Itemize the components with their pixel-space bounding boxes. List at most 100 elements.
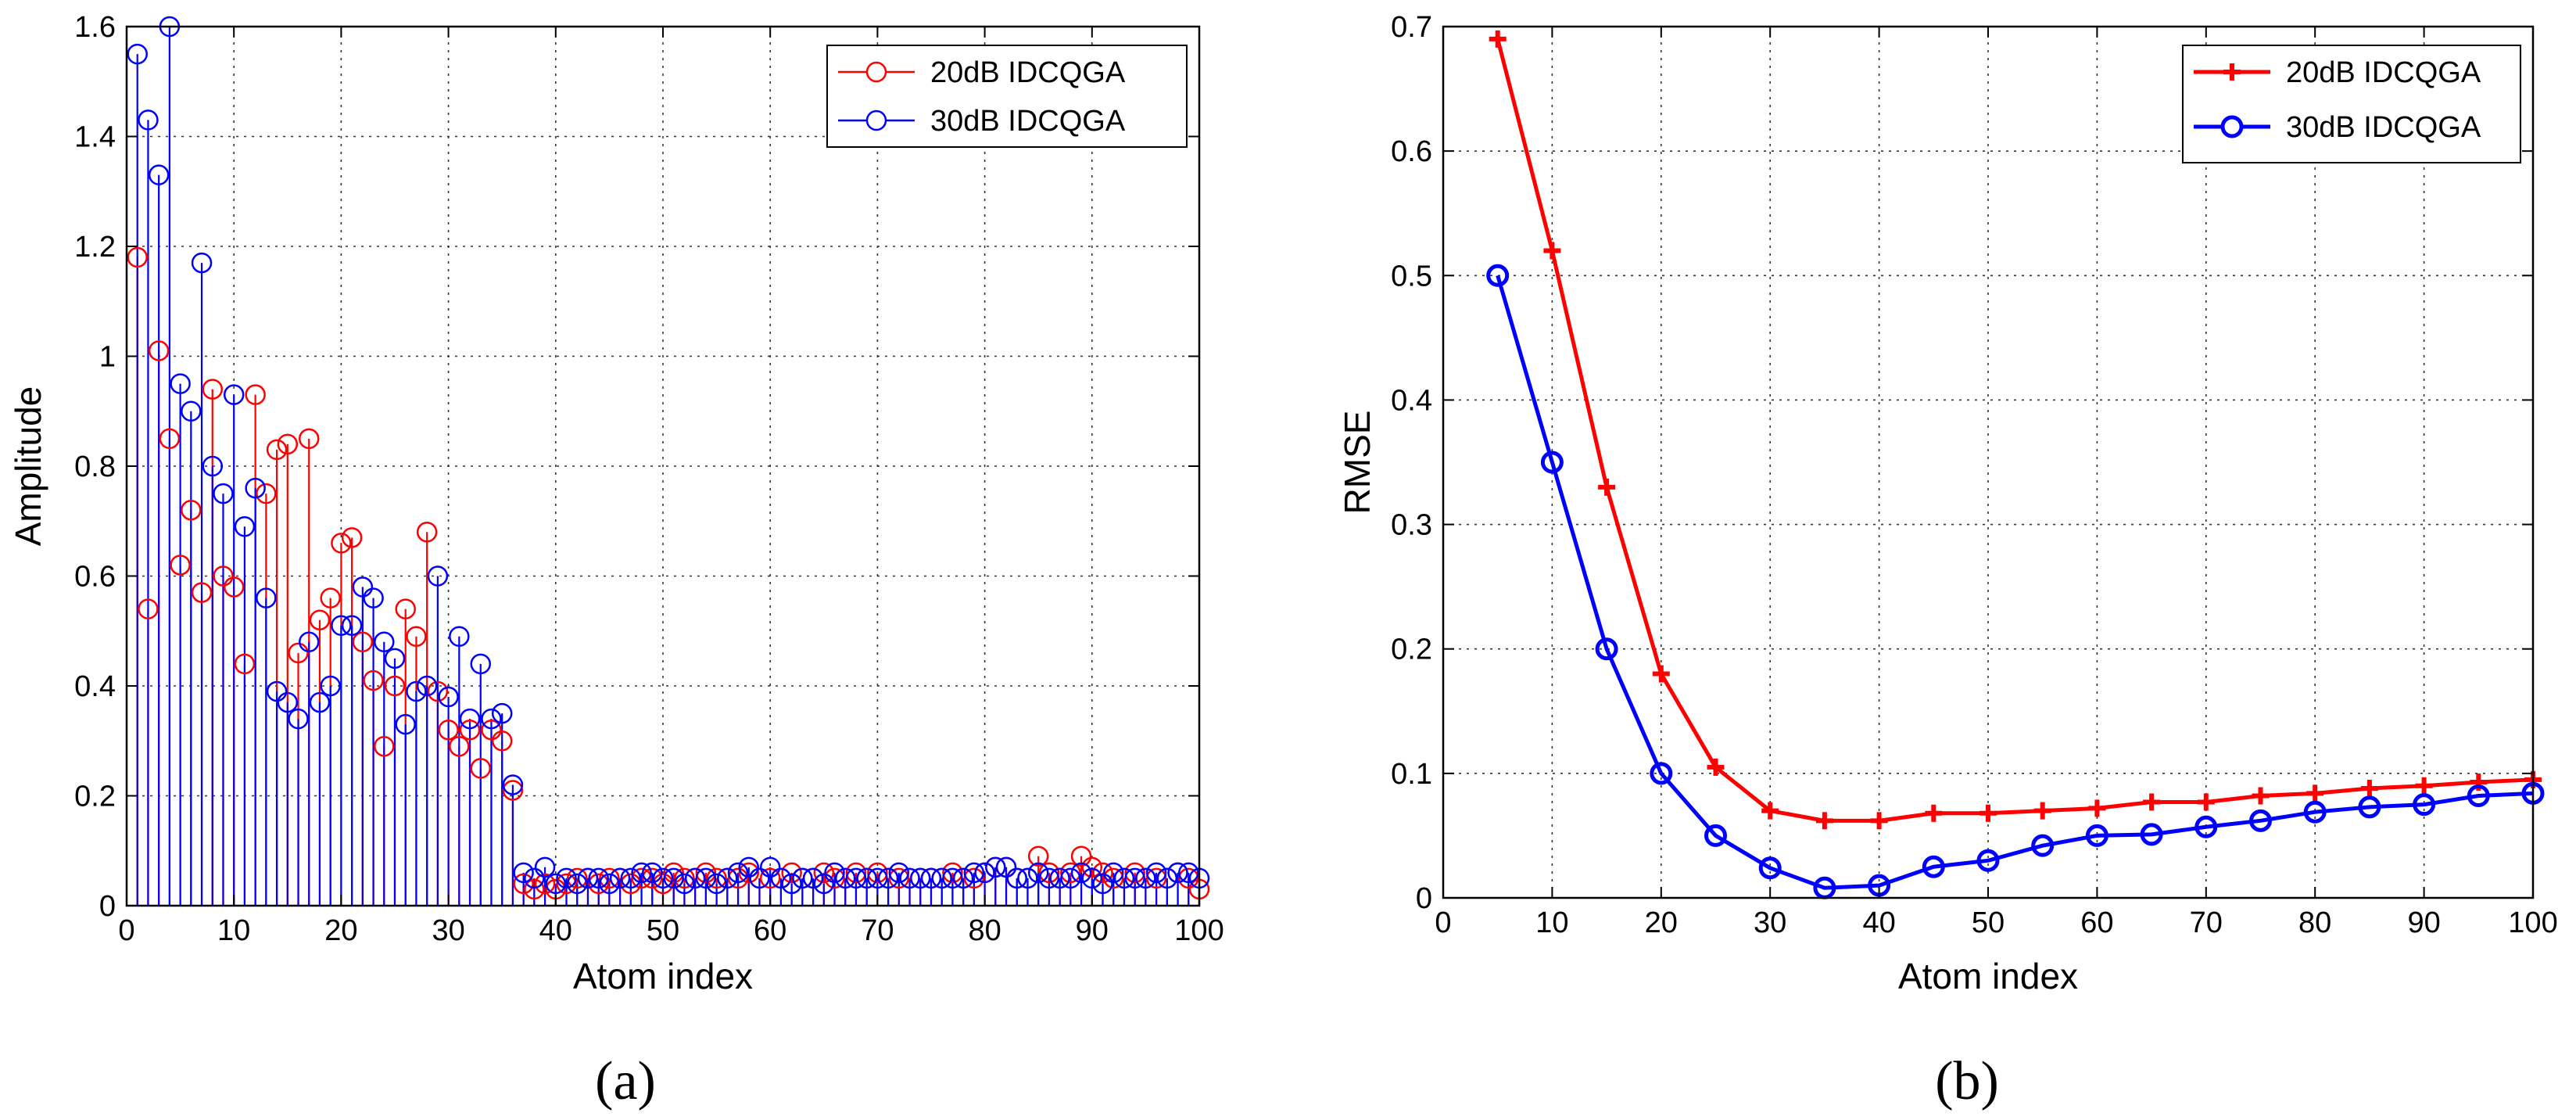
stem-marker: [1027, 845, 1049, 867]
stem-marker: [995, 856, 1017, 878]
stem-marker: [599, 873, 620, 895]
stem-marker: [459, 719, 481, 741]
stem-marker: [277, 691, 299, 713]
stem-marker: [513, 873, 534, 895]
stem-marker: [181, 400, 202, 422]
stem-marker: [191, 252, 213, 274]
stem-marker: [974, 862, 995, 884]
x-tick-label: 90: [1076, 914, 1109, 947]
stem-marker: [309, 609, 331, 630]
stem-marker: [513, 862, 534, 884]
stem-marker: [952, 867, 974, 889]
y-tick-label: 0.5: [1391, 260, 1432, 293]
legend-label: 20dB IDCQGA: [930, 56, 1126, 89]
stem-marker: [877, 867, 899, 889]
stem-marker: [1145, 867, 1167, 889]
y-tick-label: 0.8: [74, 451, 116, 483]
stem-marker: [1017, 867, 1038, 889]
stem-marker: [631, 862, 652, 884]
plus-marker: [1979, 804, 1997, 822]
stem-marker: [470, 758, 492, 779]
stem-marker: [288, 642, 309, 664]
stem-marker: [502, 774, 524, 795]
y-tick-label: 0.4: [1391, 384, 1432, 417]
stem-marker: [374, 631, 395, 653]
stem-marker: [320, 675, 341, 697]
series-line-0: [1496, 38, 2534, 823]
plus-marker: [1870, 812, 1888, 830]
stem-marker: [1092, 862, 1113, 884]
stem-marker: [738, 856, 760, 878]
y-tick-label: 0.7: [1391, 11, 1432, 44]
x-axis-label-a: Atom index: [573, 956, 753, 996]
plus-marker: [2143, 793, 2161, 811]
series-markers-1: [127, 16, 1210, 895]
stem-marker: [674, 873, 695, 895]
stem-marker: [138, 109, 159, 131]
stem-marker: [813, 862, 835, 884]
stem-marker: [427, 565, 449, 587]
circle-marker: [1595, 637, 1618, 661]
plus-marker: [2033, 802, 2051, 820]
panel-label-a: (a): [595, 1051, 656, 1111]
circle-marker: [1758, 856, 1782, 880]
stem-marker: [459, 708, 481, 730]
stem-marker: [556, 867, 577, 889]
stem-marker: [181, 499, 202, 521]
x-tick-label: 50: [1972, 906, 2005, 939]
stem-marker: [963, 862, 985, 884]
circle-marker: [2140, 823, 2163, 846]
stem-marker: [652, 867, 674, 889]
legend-entry-0: 20dB IDCQGA: [2194, 56, 2481, 89]
stem-marker: [384, 675, 406, 697]
stem-marker: [138, 598, 159, 619]
stem-marker: [920, 867, 942, 889]
stem-marker: [534, 856, 556, 878]
chart-b: 0 10 20 30 40 50 60 70 80 90 100 0 0.1 0.2 0.3 0.4 0.5 0.…: [1337, 11, 2558, 1111]
stem-marker: [910, 867, 931, 889]
x-tick-label: 70: [861, 914, 894, 947]
x-tick-label: 50: [647, 914, 679, 947]
stem-marker: [127, 246, 148, 268]
plus-marker: [1815, 812, 1833, 830]
stem-marker: [534, 873, 556, 895]
stem-marker: [1060, 862, 1081, 884]
x-tick-label: 40: [1862, 906, 1895, 939]
plus-marker: [1489, 30, 1507, 48]
stem-marker: [395, 598, 416, 619]
x-tick-label: 0: [1435, 906, 1451, 939]
stem-marker: [1006, 867, 1028, 889]
stem-marker: [449, 736, 470, 757]
legend-entry-0: 20dB IDCQGA: [838, 56, 1126, 89]
stem-marker: [1027, 862, 1049, 884]
stem-marker: [352, 631, 374, 653]
stem-marker: [802, 867, 824, 889]
stem-marker: [277, 433, 299, 455]
stem-marker: [170, 555, 191, 576]
stem-marker: [717, 867, 738, 889]
y-tick-label: 0.6: [74, 561, 116, 594]
stem-marker: [652, 873, 674, 895]
plus-marker: [2252, 787, 2270, 805]
x-tick-label: 60: [754, 914, 786, 947]
stem-marker: [320, 587, 341, 608]
stem-marker: [481, 719, 502, 741]
y-tick-label: 1: [99, 341, 116, 374]
stem-marker: [749, 867, 770, 889]
x-tick-label: 80: [968, 914, 1001, 947]
stem-marker: [781, 862, 802, 884]
stem-marker: [127, 43, 148, 65]
stem-marker: [545, 873, 567, 895]
y-tick-label: 0.1: [1391, 758, 1432, 791]
stem-marker: [502, 780, 524, 801]
stem-marker: [609, 867, 631, 889]
stem-marker: [1167, 862, 1188, 884]
plus-marker: [1761, 802, 1779, 820]
stem-marker: [1102, 867, 1124, 889]
plus-marker: [2306, 784, 2324, 802]
x-tick-label: 20: [1645, 906, 1678, 939]
circle-marker: [1486, 264, 1510, 287]
legend-entry-1: 30dB IDCQGA: [2194, 111, 2481, 144]
stem-marker: [684, 867, 706, 889]
